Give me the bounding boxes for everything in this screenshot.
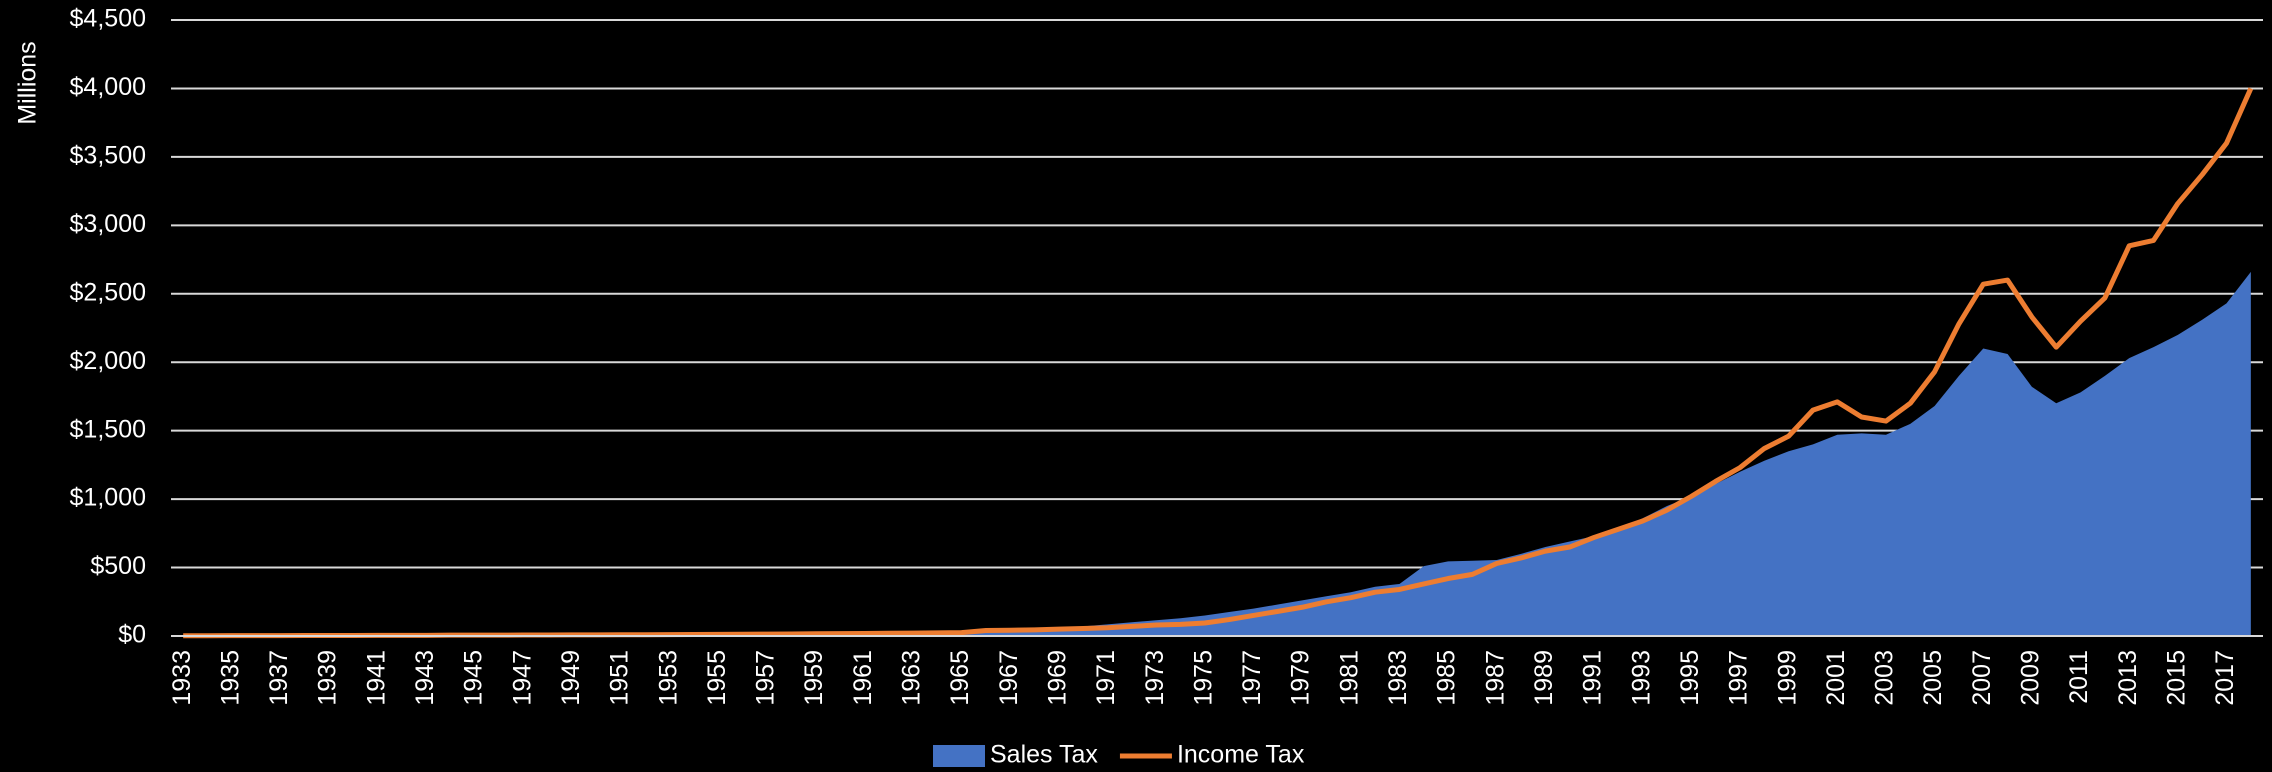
x-tick-label: 1933: [168, 650, 196, 706]
x-tick-label: 2001: [1822, 650, 1850, 706]
y-tick-label: $1,000: [70, 484, 146, 512]
x-tick-label: 1935: [216, 650, 244, 706]
x-tick-label: 1983: [1384, 650, 1412, 706]
x-tick-label: 1947: [508, 650, 536, 706]
x-tick-label: 1951: [606, 650, 634, 706]
x-tick-label: 1943: [411, 650, 439, 706]
y-tick-label: $3,500: [70, 141, 146, 169]
x-tick-label: 1987: [1481, 650, 1509, 706]
x-tick-label: 2011: [2065, 650, 2093, 704]
x-tick-label: 2009: [2017, 650, 2045, 706]
x-tick-label: 2017: [2211, 650, 2239, 706]
y-axis-label: Millions: [14, 41, 42, 124]
sales-area: [183, 271, 2251, 636]
x-tick-label: 1985: [1433, 650, 1461, 706]
legend-label: Sales Tax: [990, 741, 1098, 769]
x-tick-label: 1957: [752, 650, 780, 706]
y-tick-label: $1,500: [70, 415, 146, 443]
legend-swatch: [933, 745, 985, 767]
x-tick-label: 2013: [2114, 650, 2142, 706]
x-tick-label: 1999: [1773, 650, 1801, 706]
x-tick-label: 1941: [362, 650, 390, 706]
x-tick-label: 1961: [849, 650, 877, 706]
x-tick-label: 1963: [898, 650, 926, 706]
x-tick-label: 1965: [946, 650, 974, 706]
x-tick-label: 1967: [995, 650, 1023, 706]
x-tick-label: 2015: [2162, 650, 2190, 706]
x-tick-label: 1979: [1287, 650, 1315, 706]
x-tick-label: 1959: [800, 650, 828, 706]
x-tick-label: 1981: [1335, 650, 1363, 706]
x-tick-label: 1973: [1141, 650, 1169, 706]
x-tick-label: 1955: [703, 650, 731, 706]
legend-label: Income Tax: [1177, 741, 1305, 769]
y-tick-label: $2,500: [70, 278, 146, 306]
x-tick-label: 1937: [265, 650, 293, 706]
x-tick-label: 1991: [1579, 650, 1607, 706]
y-tick-label: $4,500: [70, 5, 146, 33]
x-tick-label: 1995: [1676, 650, 1704, 706]
x-tick-label: 1953: [654, 650, 682, 706]
y-tick-label: $3,000: [70, 210, 146, 238]
x-tick-label: 2005: [1919, 650, 1947, 706]
y-tick-label: $0: [118, 621, 146, 649]
y-tick-label: $4,000: [70, 73, 146, 101]
x-tick-label: 1969: [1043, 650, 1071, 706]
x-tick-label: 1977: [1238, 650, 1266, 706]
x-tick-label: 1971: [1092, 650, 1120, 706]
y-tick-label: $500: [90, 552, 146, 580]
x-tick-label: 2007: [1968, 650, 1996, 706]
y-tick-label: $2,000: [70, 347, 146, 375]
x-tick-label: 1997: [1725, 650, 1753, 706]
x-tick-label: 1993: [1627, 650, 1655, 706]
x-tick-label: 1945: [460, 650, 488, 706]
x-tick-label: 1949: [557, 650, 585, 706]
x-tick-label: 2003: [1871, 650, 1899, 706]
x-tick-label: 1975: [1189, 650, 1217, 706]
x-tick-label: 1939: [314, 650, 342, 706]
x-tick-label: 1989: [1530, 650, 1558, 706]
